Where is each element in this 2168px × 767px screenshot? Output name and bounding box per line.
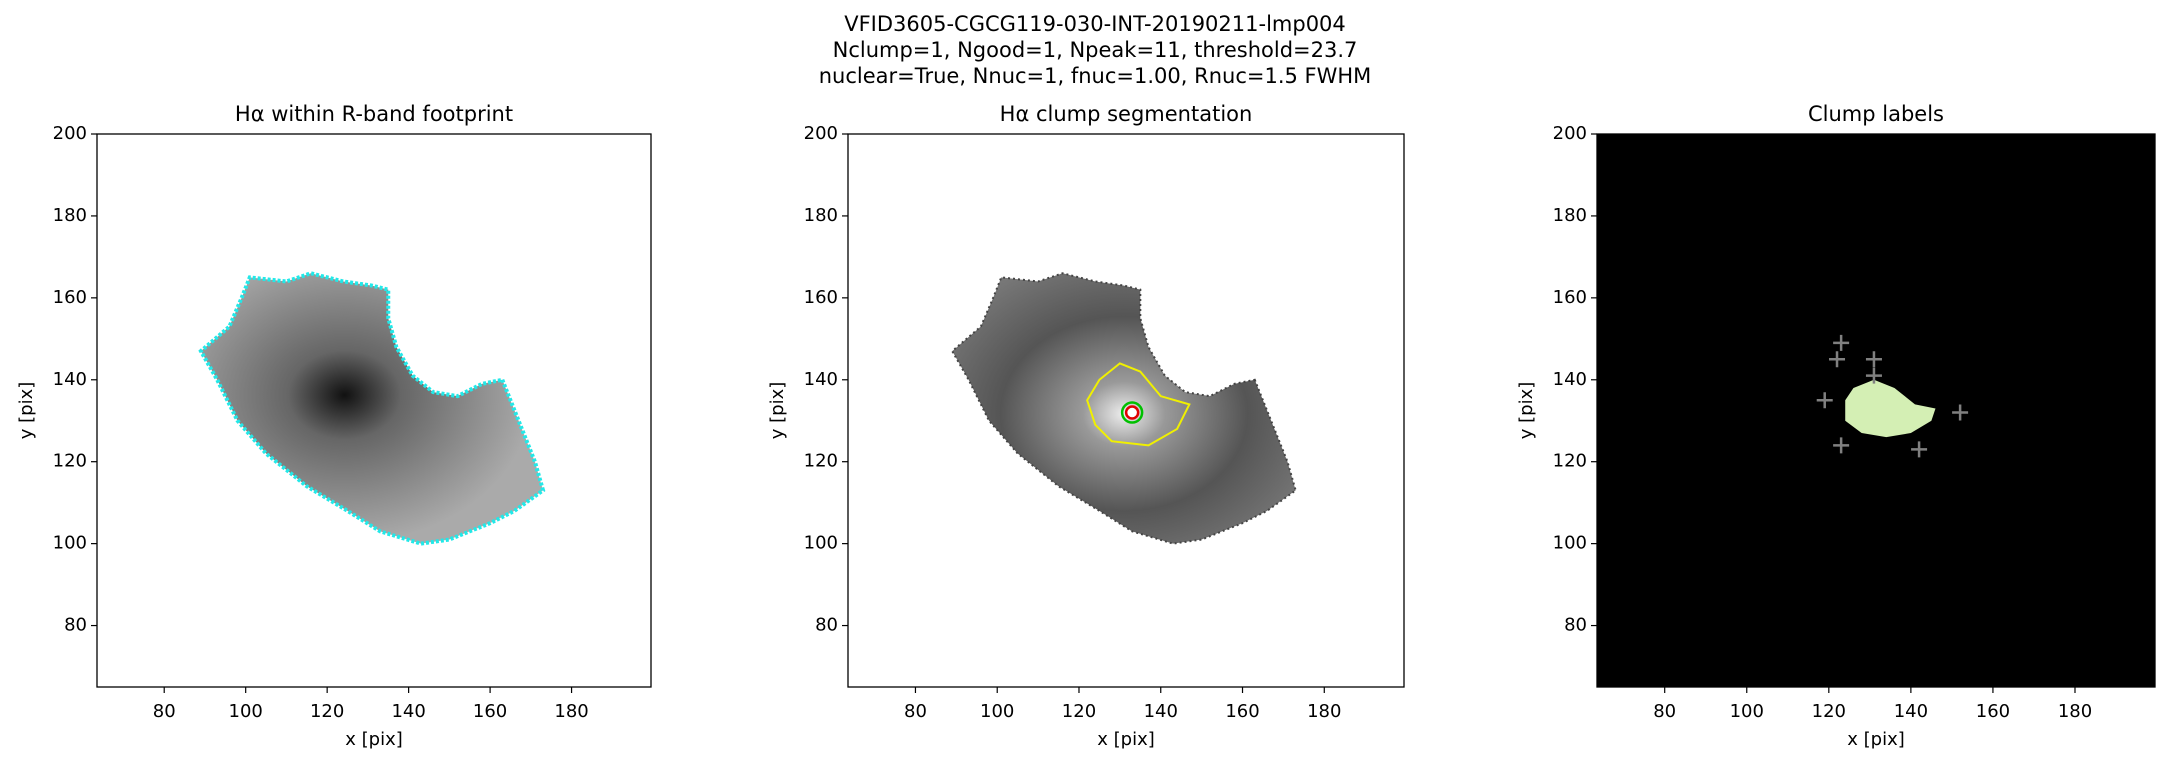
y-tick-label: 80 <box>1564 615 1587 636</box>
axes-frame <box>1596 133 2156 688</box>
x-tick-label: 180 <box>554 701 588 722</box>
peak-marker <box>1833 437 1850 454</box>
peak-marker <box>1829 351 1846 368</box>
y-tick-label: 180 <box>1553 205 1587 226</box>
x-tick-label: 140 <box>1144 701 1178 722</box>
y-tick-label: 120 <box>1553 451 1587 472</box>
y-axis-label: y [pix] <box>767 382 788 440</box>
x-tick-label: 80 <box>153 701 176 722</box>
y-tick-label: 120 <box>804 451 838 472</box>
clump-region <box>1845 379 1936 438</box>
panel: 80 100 120 140 160 180 80 100 120 140 160 180 200 Hα … <box>16 102 652 750</box>
x-tick-label: 160 <box>1976 701 2010 722</box>
x-tick-label: 80 <box>1653 701 1676 722</box>
panel-title: Clump labels <box>1808 102 1944 126</box>
y-tick-label: 160 <box>53 287 87 308</box>
suptitle: nuclear=True, Nnuc=1, fnuc=1.00, Rnuc=1.… <box>819 64 1372 88</box>
y-tick-label: 140 <box>1553 369 1587 390</box>
x-tick-label: 140 <box>391 701 425 722</box>
peak-marker <box>1865 351 1882 368</box>
y-tick-label: 180 <box>53 205 87 226</box>
image-footprint <box>198 271 546 546</box>
peak-marker <box>1865 367 1882 384</box>
y-tick-label: 100 <box>1553 533 1587 554</box>
nucleus-marker <box>1124 405 1140 420</box>
axes-frame <box>96 133 652 688</box>
y-tick-label: 140 <box>804 369 838 390</box>
panel: 80 100 120 140 160 180 80 100 120 140 160 180 200 Clu… <box>1516 102 2156 750</box>
x-tick-label: 160 <box>473 701 507 722</box>
x-tick-label: 160 <box>1225 701 1259 722</box>
y-tick-label: 100 <box>53 533 87 554</box>
x-tick-label: 80 <box>904 701 927 722</box>
x-axis-label: x [pix] <box>1097 729 1155 750</box>
clump-contour <box>1086 362 1191 447</box>
peak-marker <box>1952 404 1969 421</box>
y-axis-label: y [pix] <box>16 382 37 440</box>
suptitle: VFID3605-CGCG119-030-INT-20190211-lmp004 <box>844 12 1346 36</box>
y-tick-label: 100 <box>804 533 838 554</box>
y-axis-label: y [pix] <box>1516 382 1537 440</box>
peak-marker <box>1833 334 1850 351</box>
peak-marker <box>1911 441 1928 458</box>
y-tick-label: 200 <box>804 123 838 144</box>
x-axis-label: x [pix] <box>1847 729 1905 750</box>
x-tick-label: 120 <box>1062 701 1096 722</box>
x-tick-label: 100 <box>980 701 1014 722</box>
y-tick-label: 120 <box>53 451 87 472</box>
y-tick-label: 180 <box>804 205 838 226</box>
y-tick-label: 200 <box>53 123 87 144</box>
suptitle: Nclump=1, Ngood=1, Npeak=11, threshold=2… <box>833 38 1358 62</box>
x-tick-label: 100 <box>1730 701 1764 722</box>
y-tick-label: 80 <box>815 615 838 636</box>
axes-frame <box>847 133 1405 688</box>
panel: 80 100 120 140 160 180 80 100 120 140 160 180 200 Hα … <box>767 102 1405 750</box>
nucleus-aperture <box>1120 401 1144 424</box>
x-tick-label: 180 <box>1307 701 1341 722</box>
x-tick-label: 100 <box>229 701 263 722</box>
x-tick-label: 140 <box>1894 701 1928 722</box>
x-tick-label: 120 <box>310 701 344 722</box>
y-tick-label: 160 <box>804 287 838 308</box>
y-tick-label: 80 <box>64 615 87 636</box>
x-axis-label: x [pix] <box>345 729 403 750</box>
peak-marker <box>1816 392 1833 409</box>
panel-title: Hα clump segmentation <box>1000 102 1253 126</box>
y-tick-label: 200 <box>1553 123 1587 144</box>
x-tick-label: 180 <box>2058 701 2092 722</box>
y-tick-label: 160 <box>1553 287 1587 308</box>
x-tick-label: 120 <box>1812 701 1846 722</box>
y-tick-label: 140 <box>53 369 87 390</box>
panel-title: Hα within R-band footprint <box>235 102 513 126</box>
